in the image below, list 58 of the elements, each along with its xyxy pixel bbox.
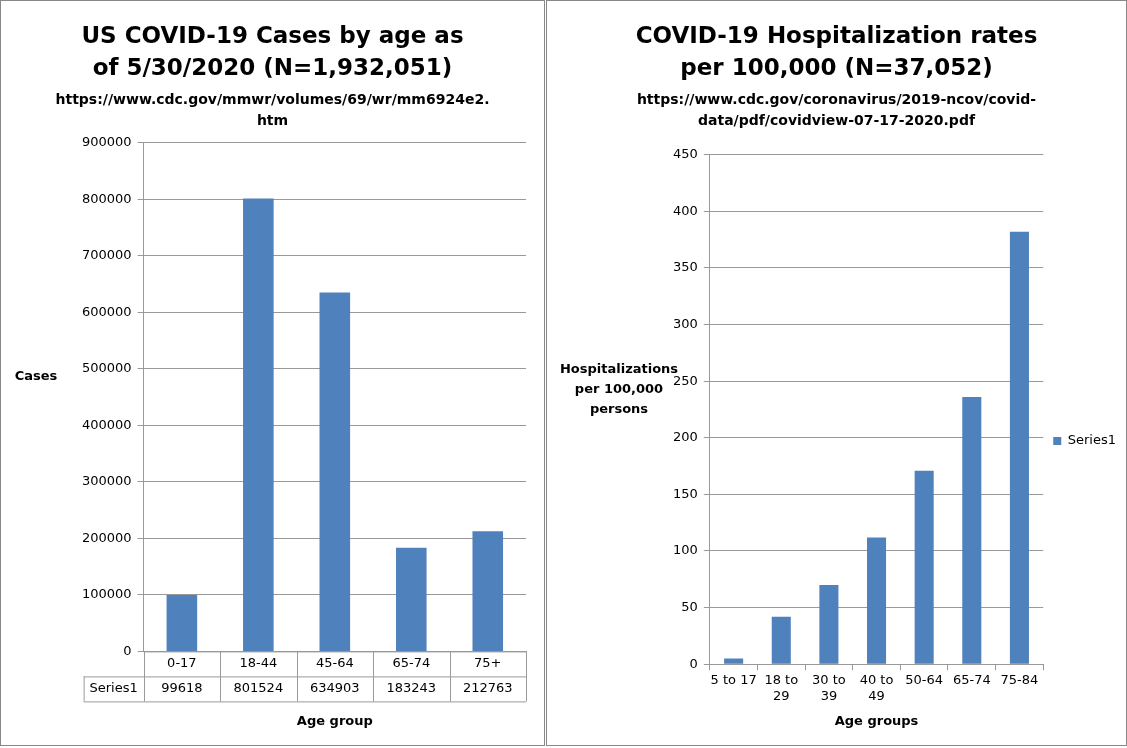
y-tick-label: 400000 — [81, 416, 132, 432]
bar — [867, 537, 887, 664]
data-label: 634903 — [309, 680, 360, 696]
data-label: 801524 — [233, 680, 284, 696]
y-tick-label: 600000 — [81, 303, 132, 319]
bar — [914, 470, 934, 664]
chart-subtitle: https://www.cdc.gov/coronavirus/2019-ncov/covid-data/pdf/covidview-07-17-2020.pdf — [635, 90, 1038, 130]
x-tick-label: 75+ — [474, 655, 502, 671]
chart-title: COVID-19 Hospitalization rates per 100,000 (N=37,052) — [634, 21, 1039, 82]
y-tick-label: 150 — [672, 485, 698, 501]
y-tick-label: 200 — [672, 429, 698, 445]
y-tick-label: 500000 — [81, 360, 132, 376]
data-label: 212763 — [462, 680, 513, 696]
x-tick-label: 0-17 — [167, 655, 197, 671]
x-tick-label: 45-64 — [315, 655, 354, 671]
bar — [166, 595, 198, 651]
x-tick-label: 5 to 17 — [710, 672, 757, 688]
x-axis-title: Age groups — [834, 712, 919, 728]
x-tick-label: 50-64 — [905, 672, 944, 688]
y-tick-label: 300000 — [81, 473, 132, 489]
x-tick-label: 40 to 49 — [859, 672, 894, 703]
y-axis-title: Cases — [14, 368, 58, 384]
y-tick-label: 100 — [672, 542, 698, 558]
x-tick-label: 75-84 — [1000, 672, 1039, 688]
chart-subtitle: https://www.cdc.gov/mmwr/volumes/69/wr/mm6924e2.htm — [54, 90, 491, 130]
bar — [243, 198, 274, 651]
y-tick-label: 350 — [672, 259, 698, 275]
x-tick-label: 18 to 29 — [764, 672, 799, 703]
bar — [319, 292, 351, 651]
data-label: 183243 — [386, 680, 437, 696]
bar — [395, 547, 427, 651]
y-tick-label: 800000 — [81, 190, 132, 206]
legend-label: Series1 — [1067, 432, 1116, 448]
x-tick-label: 65-74 — [952, 672, 991, 688]
y-tick-label: 700000 — [81, 247, 132, 263]
y-tick-label: 250 — [672, 372, 698, 388]
data-label: 99618 — [161, 680, 203, 696]
x-tick-label: 30 to 39 — [812, 672, 846, 703]
y-tick-label: 0 — [123, 642, 132, 658]
x-tick-label: 18-44 — [239, 655, 278, 671]
bar — [724, 658, 744, 664]
bar — [962, 397, 982, 664]
y-tick-label: 450 — [672, 146, 698, 162]
y-tick-label: 900000 — [81, 134, 132, 150]
y-tick-label: 0 — [689, 655, 698, 671]
x-tick-label: 65-74 — [392, 655, 431, 671]
y-tick-label: 50 — [681, 598, 698, 614]
y-tick-label: 100000 — [81, 586, 132, 602]
bar — [771, 616, 791, 664]
y-tick-label: 400 — [672, 202, 698, 218]
y-tick-label: 200000 — [81, 529, 132, 545]
x-axis-title: Age group — [296, 712, 373, 728]
bar — [1009, 231, 1029, 664]
text: Series1 — [89, 680, 138, 696]
chart-title: US COVID-19 Cases by age as of 5/30/2020 (N=1,932,051) — [80, 21, 465, 82]
bar — [472, 531, 504, 651]
bar — [819, 584, 839, 664]
y-tick-label: 300 — [672, 315, 698, 331]
